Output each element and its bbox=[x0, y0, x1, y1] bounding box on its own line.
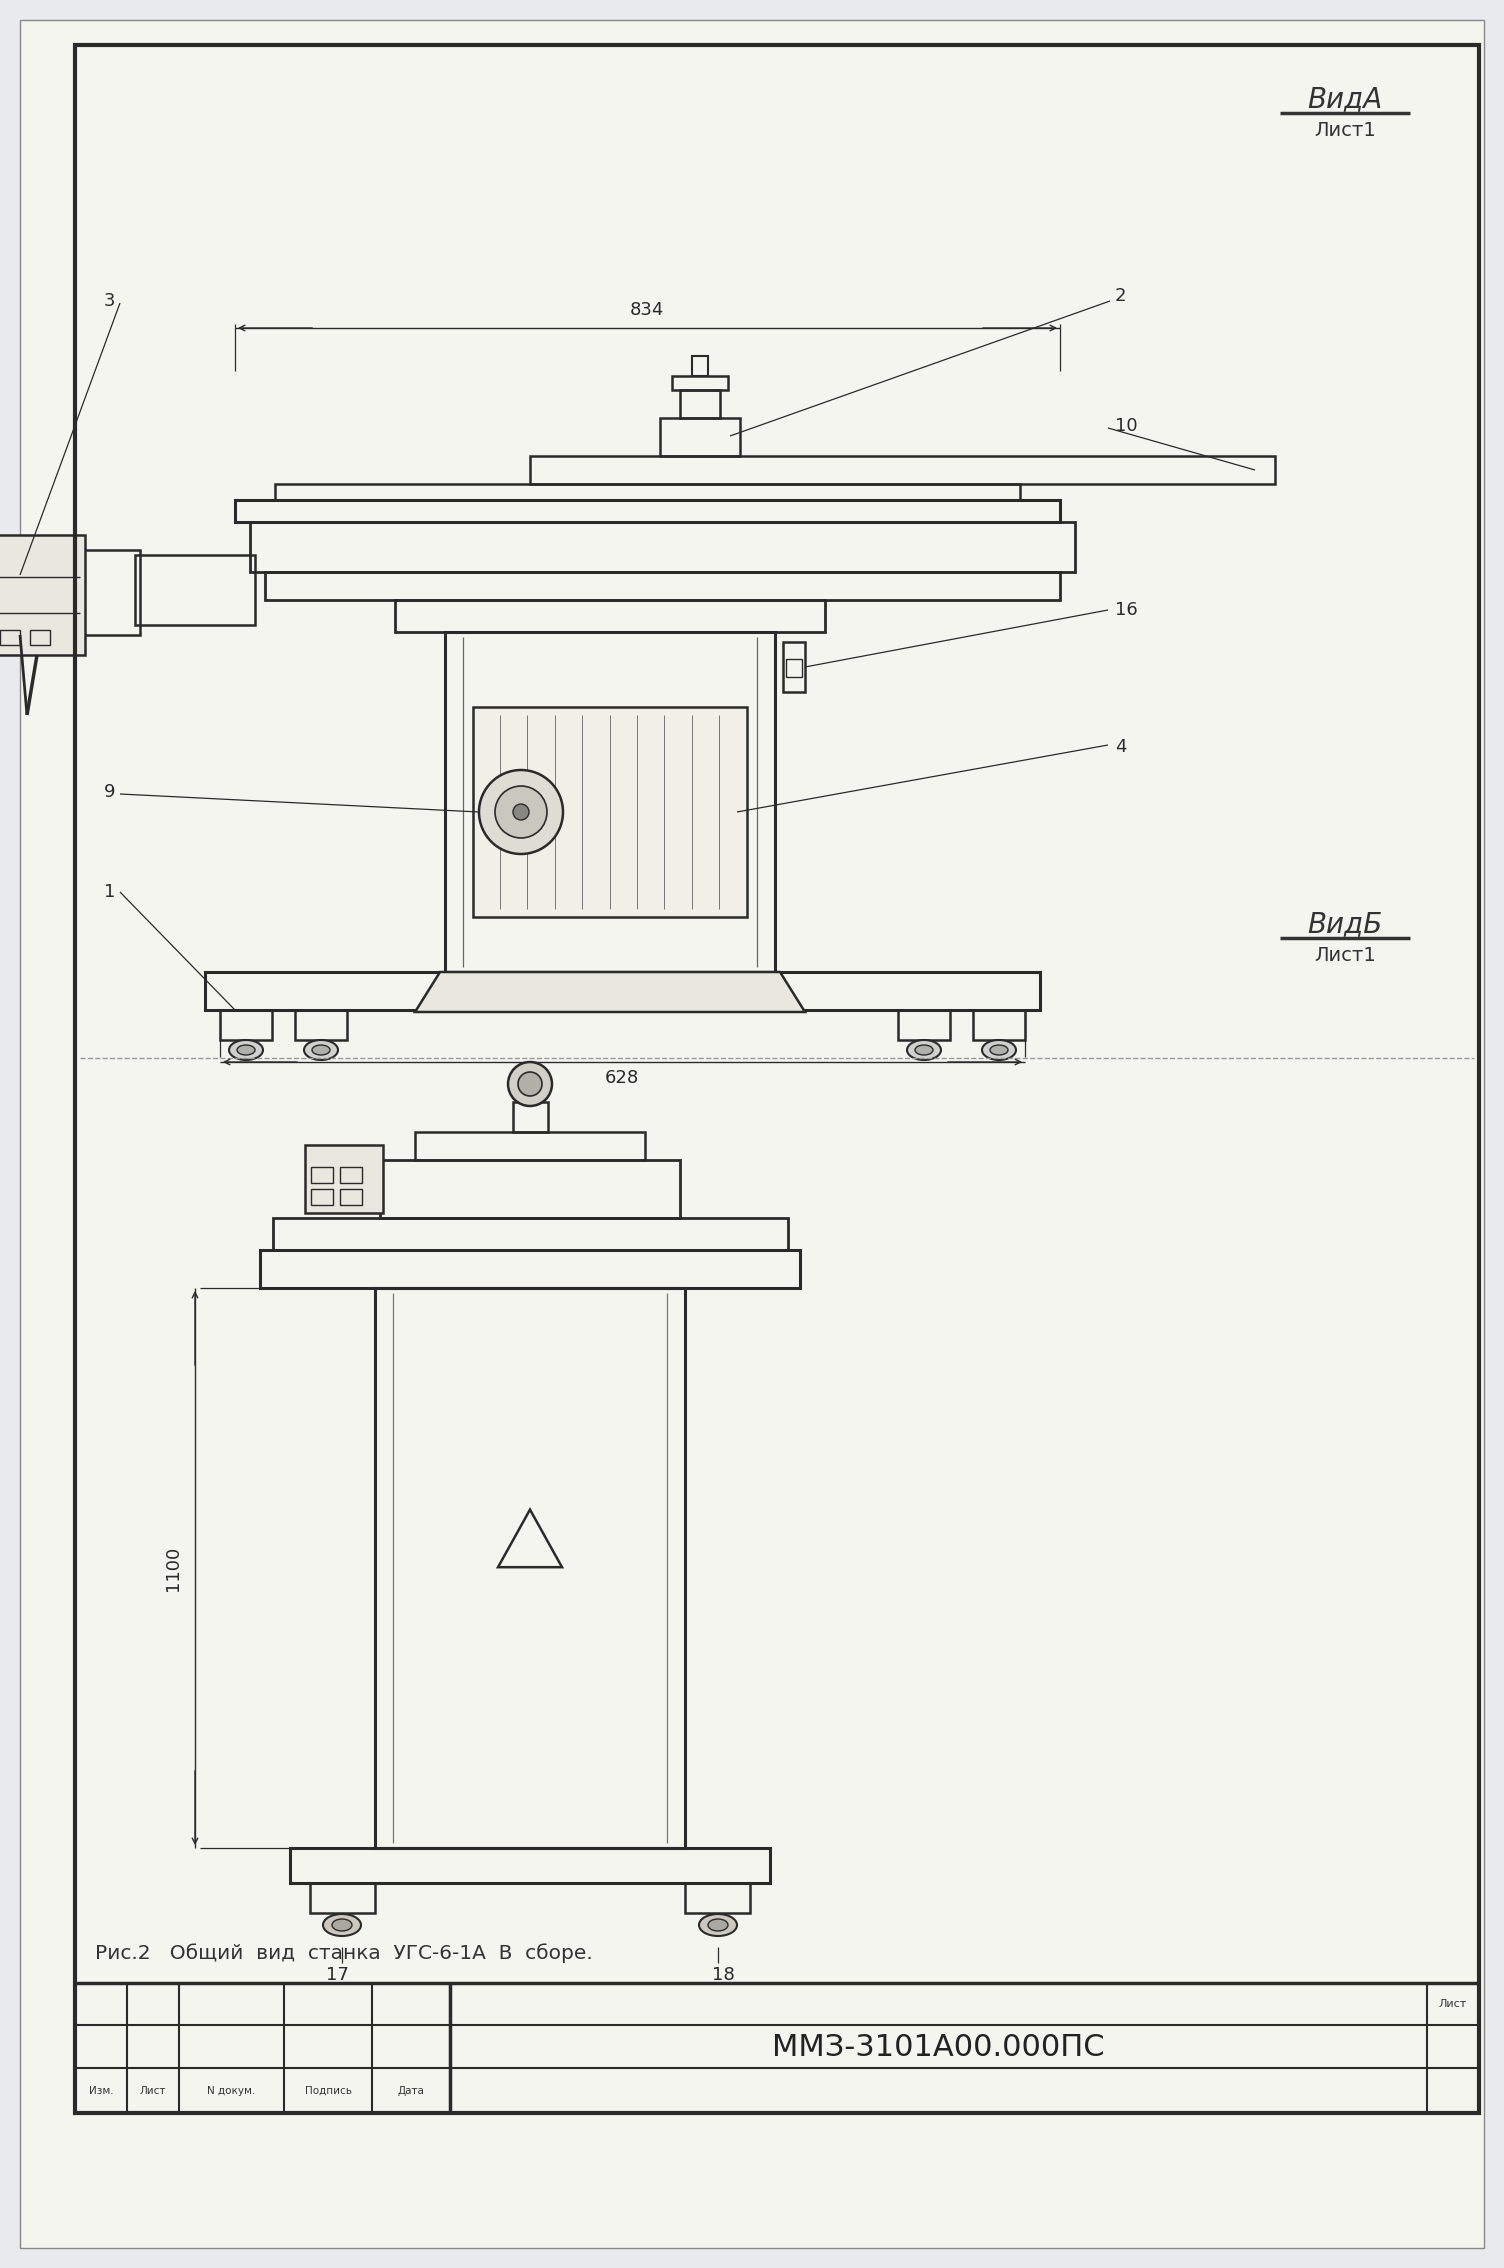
Bar bbox=[898, 1009, 951, 1041]
Text: 4: 4 bbox=[1114, 737, 1126, 755]
Circle shape bbox=[513, 803, 529, 821]
Polygon shape bbox=[415, 973, 805, 1012]
Bar bbox=[295, 1009, 347, 1041]
Ellipse shape bbox=[311, 1046, 329, 1055]
Bar bbox=[396, 601, 826, 633]
Bar bbox=[0, 535, 86, 655]
Bar bbox=[205, 973, 1039, 1009]
Bar bbox=[290, 1848, 770, 1882]
Bar bbox=[445, 633, 775, 973]
Bar bbox=[311, 1188, 332, 1204]
Bar bbox=[680, 390, 720, 417]
Text: 834: 834 bbox=[630, 302, 665, 320]
Text: ММЗ-3101А00.000ПС: ММЗ-3101А00.000ПС bbox=[772, 2034, 1104, 2062]
Bar bbox=[692, 356, 708, 376]
Circle shape bbox=[508, 1061, 552, 1107]
Text: 2: 2 bbox=[1114, 288, 1126, 304]
Bar bbox=[274, 1218, 788, 1250]
Bar bbox=[311, 1168, 332, 1184]
Text: Подпись: Подпись bbox=[304, 2087, 352, 2096]
Ellipse shape bbox=[238, 1046, 256, 1055]
Text: ВидБ: ВидБ bbox=[1307, 909, 1382, 939]
Text: N докум.: N докум. bbox=[208, 2087, 256, 2096]
Text: Изм.: Изм. bbox=[89, 2087, 113, 2096]
Bar bbox=[787, 660, 802, 678]
Bar bbox=[381, 1159, 680, 1218]
Ellipse shape bbox=[708, 1919, 728, 1930]
Ellipse shape bbox=[990, 1046, 1008, 1055]
Ellipse shape bbox=[304, 1041, 338, 1059]
Bar bbox=[260, 1250, 800, 1288]
Bar bbox=[310, 1882, 374, 1912]
Bar bbox=[265, 572, 1060, 601]
Text: 9: 9 bbox=[104, 782, 114, 801]
Bar bbox=[672, 376, 728, 390]
Circle shape bbox=[517, 1073, 541, 1095]
Bar bbox=[250, 522, 1075, 572]
Bar bbox=[80, 551, 140, 635]
Bar bbox=[374, 1288, 684, 1848]
Bar bbox=[784, 642, 805, 692]
Text: Лист: Лист bbox=[1439, 1998, 1466, 2009]
Ellipse shape bbox=[332, 1919, 352, 1930]
Text: Рис.2   Общий  вид  станка  УГС-6-1А  В  сборе.: Рис.2 Общий вид станка УГС-6-1А В сборе. bbox=[95, 1944, 593, 1962]
Bar bbox=[235, 499, 1060, 522]
Bar bbox=[973, 1009, 1026, 1041]
Ellipse shape bbox=[907, 1041, 942, 1059]
Bar bbox=[275, 483, 1020, 499]
Bar bbox=[340, 1188, 362, 1204]
Circle shape bbox=[478, 771, 562, 855]
Text: 17: 17 bbox=[325, 1966, 349, 1984]
Text: 1: 1 bbox=[104, 882, 114, 900]
Ellipse shape bbox=[229, 1041, 263, 1059]
Text: Лист1: Лист1 bbox=[1314, 120, 1376, 141]
Text: Дата: Дата bbox=[397, 2087, 424, 2096]
Bar bbox=[472, 708, 747, 916]
Bar bbox=[305, 1145, 384, 1213]
Bar bbox=[529, 456, 1275, 483]
Text: 18: 18 bbox=[711, 1966, 734, 1984]
Bar bbox=[684, 1882, 750, 1912]
Bar bbox=[135, 556, 256, 626]
Text: 10: 10 bbox=[1114, 417, 1137, 435]
Text: 16: 16 bbox=[1114, 601, 1137, 619]
Bar bbox=[415, 1132, 645, 1159]
Ellipse shape bbox=[323, 1914, 361, 1937]
Bar bbox=[660, 417, 740, 456]
Ellipse shape bbox=[914, 1046, 932, 1055]
Text: 628: 628 bbox=[605, 1068, 639, 1086]
Bar bbox=[220, 1009, 272, 1041]
Bar bbox=[340, 1168, 362, 1184]
Bar bbox=[30, 631, 50, 644]
Ellipse shape bbox=[982, 1041, 1017, 1059]
Text: Лист: Лист bbox=[140, 2087, 165, 2096]
Text: 3: 3 bbox=[104, 293, 114, 311]
Text: Лист1: Лист1 bbox=[1314, 946, 1376, 964]
Circle shape bbox=[495, 787, 547, 837]
Bar bbox=[513, 1102, 547, 1132]
Bar bbox=[0, 631, 20, 644]
Text: 1100: 1100 bbox=[164, 1545, 182, 1590]
Ellipse shape bbox=[699, 1914, 737, 1937]
Text: ВидА: ВидА bbox=[1307, 84, 1382, 113]
